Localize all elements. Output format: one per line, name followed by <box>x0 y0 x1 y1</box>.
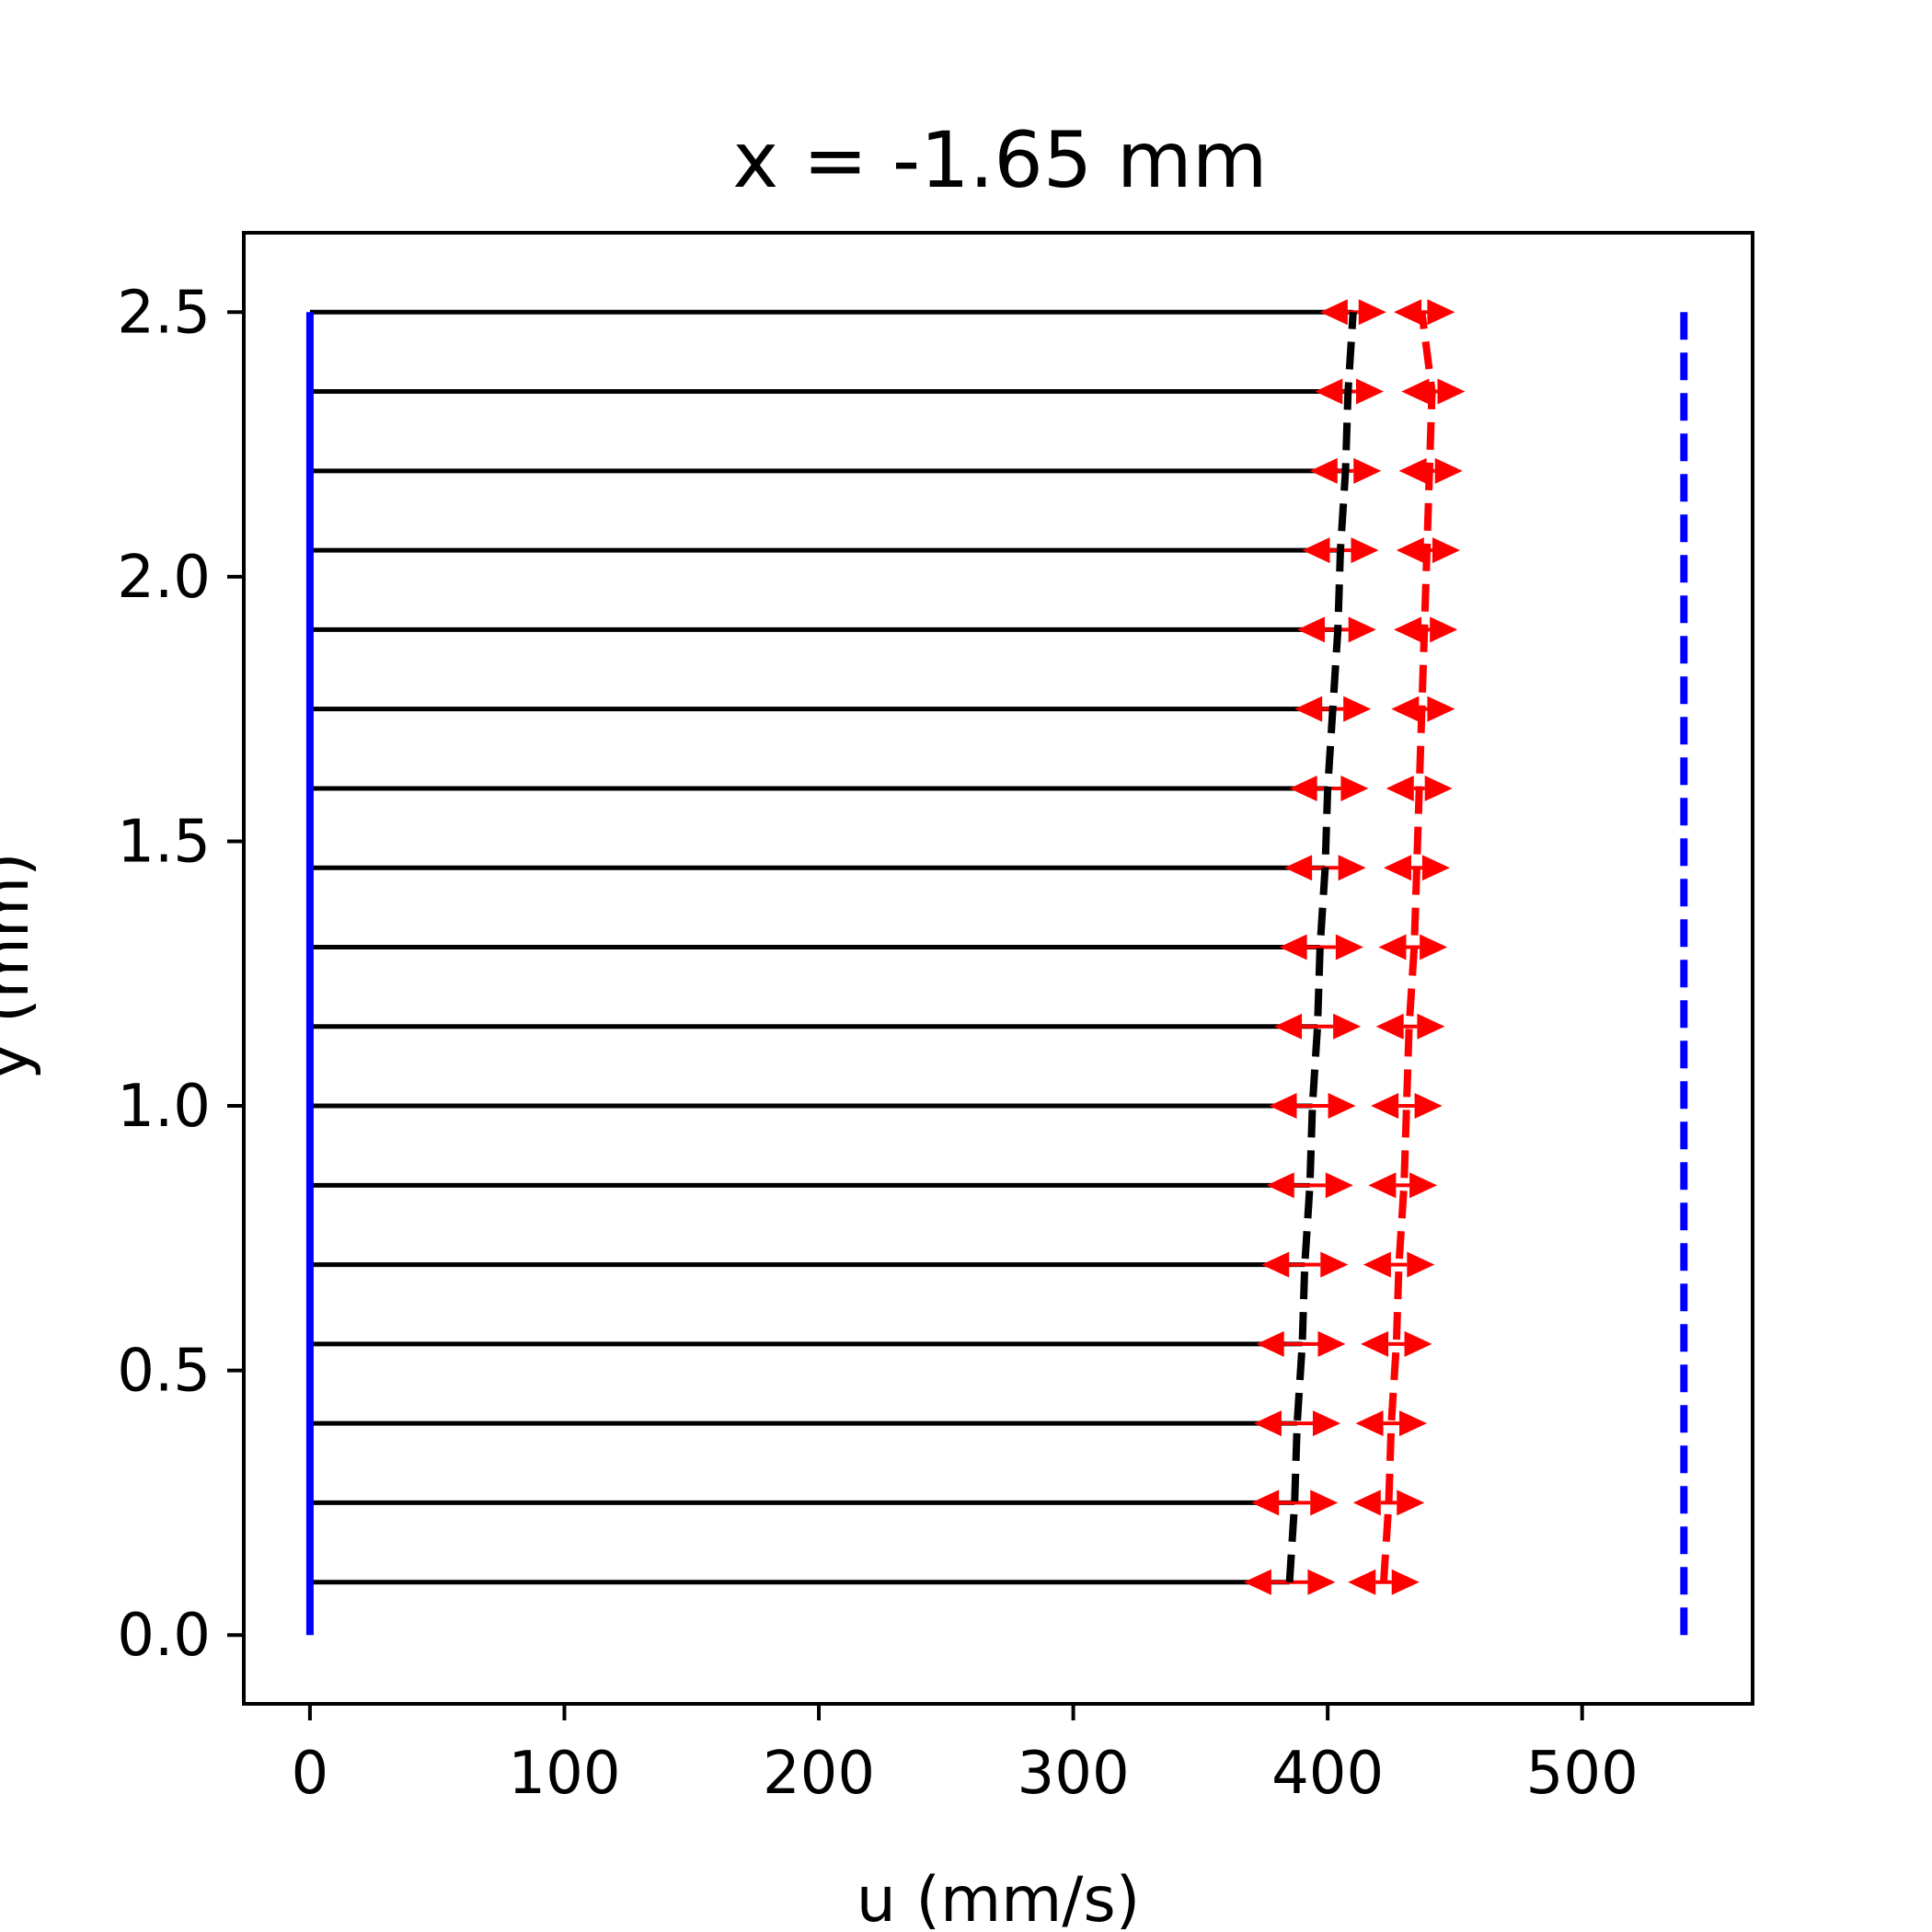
error-arrow-right-head-right <box>1407 1251 1435 1278</box>
x-tick-label: 0 <box>292 1740 329 1808</box>
error-arrow-left-head-right <box>1358 299 1386 326</box>
x-axis: 0 100 200 300 400 500 <box>292 1704 1639 1808</box>
error-arrow-right-head-right <box>1427 696 1455 722</box>
error-arrow-right-head-right <box>1424 775 1453 801</box>
error-arrow-right-head-right <box>1414 1093 1443 1120</box>
error-arrow-right-head-right <box>1437 378 1466 405</box>
error-arrow-right-head-left <box>1396 537 1424 564</box>
y-tick-label: 2.5 <box>117 279 211 347</box>
error-arrow-right-head-right <box>1430 616 1458 643</box>
error-arrow-left-head-right <box>1328 1093 1356 1120</box>
error-arrow-right-head-left <box>1394 616 1422 643</box>
error-arrow-right-head-right <box>1417 1013 1445 1040</box>
x-tick-label: 300 <box>1018 1740 1130 1808</box>
error-arrow-right-head-right <box>1434 457 1463 484</box>
error-arrow-left-head-right <box>1335 934 1363 960</box>
x-tick-label: 100 <box>508 1740 620 1808</box>
error-arrow-left-head-left <box>1279 934 1307 960</box>
error-arrow-left-head-left <box>1243 1569 1271 1595</box>
y-tick-label: 0.0 <box>117 1602 211 1670</box>
error-arrow-left-head-right <box>1348 616 1376 643</box>
x-tick-label: 200 <box>763 1740 875 1808</box>
y-tick-label: 1.5 <box>117 808 211 876</box>
error-arrow-right-head-left <box>1386 775 1414 801</box>
y-tick-label: 1.0 <box>117 1073 211 1141</box>
error-arrow-left-head-right <box>1338 855 1366 881</box>
reference-velocity-profile <box>1379 311 1436 1582</box>
error-arrow-right-head-left <box>1355 1410 1384 1437</box>
y-tick-label: 2.0 <box>117 544 211 612</box>
error-arrow-left-head-right <box>1340 775 1369 801</box>
error-arrow-left-head-right <box>1343 696 1372 722</box>
x-axis-label: u (mm/s) <box>857 1864 1141 1932</box>
error-arrow-right-head-left <box>1361 1330 1389 1357</box>
plot-area <box>305 299 1688 1636</box>
plot-frame <box>242 231 1754 1706</box>
error-arrow-left-head-right <box>1325 1172 1353 1199</box>
mean-velocity-profile <box>1285 312 1357 1582</box>
error-arrow-left-head-left <box>1256 1330 1284 1357</box>
error-arrow-left-head-left <box>1315 378 1343 405</box>
error-arrow-right-head-right <box>1399 1410 1428 1437</box>
error-arrow-left-head-left <box>1296 616 1325 643</box>
y-axis-label: y (mm) <box>0 852 43 1079</box>
error-arrow-left-head-right <box>1317 1330 1346 1357</box>
error-arrow-left-head-left <box>1274 1013 1303 1040</box>
error-arrow-right-head-left <box>1375 1013 1404 1040</box>
y-axis: 0.0 0.5 1.0 1.5 2.0 2.5 <box>117 279 244 1670</box>
error-arrow-right-head-right <box>1409 1172 1438 1199</box>
error-arrow-right-head-right <box>1432 537 1460 564</box>
error-arrow-right-head-left <box>1398 457 1427 484</box>
error-arrow-right-head-left <box>1368 1172 1397 1199</box>
error-arrow-left-head-right <box>1320 1251 1349 1278</box>
y-tick-label: 0.5 <box>117 1338 211 1406</box>
error-arrow-right-head-left <box>1363 1251 1391 1278</box>
error-arrow-left-head-right <box>1333 1013 1362 1040</box>
error-arrow-right-head-right <box>1427 299 1455 326</box>
error-arrow-right-head-left <box>1401 378 1430 405</box>
error-arrow-left-head-left <box>1309 457 1338 484</box>
error-arrow-left-head-left <box>1269 1093 1297 1120</box>
error-arrow-right-head-right <box>1391 1569 1420 1595</box>
error-arrow-left-head-right <box>1353 457 1382 484</box>
error-arrow-left-head-right <box>1310 1489 1339 1516</box>
error-arrow-left-head-left <box>1261 1251 1290 1278</box>
error-arrow-left-head-left <box>1251 1489 1280 1516</box>
error-arrow-right-head-right <box>1421 855 1450 881</box>
error-arrow-right-head-left <box>1383 855 1411 881</box>
chart-title: x = -1.65 mm <box>732 115 1267 205</box>
error-arrow-right-head-left <box>1378 934 1407 960</box>
error-arrow-left-head-right <box>1307 1569 1336 1595</box>
x-tick-label: 400 <box>1271 1740 1384 1808</box>
error-arrow-right-head-right <box>1420 934 1448 960</box>
error-arrow-right-head-right <box>1397 1489 1425 1516</box>
error-arrow-left-head-left <box>1266 1172 1294 1199</box>
error-arrow-left-head-left <box>1302 537 1330 564</box>
error-arrow-right-head-left <box>1394 299 1422 326</box>
error-arrow-left-head-left <box>1319 299 1348 326</box>
error-arrow-left-head-left <box>1284 855 1313 881</box>
error-arrow-left-head-left <box>1294 696 1323 722</box>
error-arrow-right-head-left <box>1348 1569 1376 1595</box>
error-arrow-right-head-left <box>1352 1489 1381 1516</box>
x-tick-label: 500 <box>1526 1740 1639 1808</box>
error-arrow-left-head-right <box>1312 1410 1340 1437</box>
error-arrow-right-head-right <box>1404 1330 1432 1357</box>
error-arrow-left-head-right <box>1355 378 1384 405</box>
error-arrow-left-head-right <box>1351 537 1379 564</box>
error-arrow-right-head-left <box>1391 696 1420 722</box>
error-arrow-left-head-left <box>1289 775 1317 801</box>
error-arrow-left-head-left <box>1253 1410 1282 1437</box>
error-arrow-right-head-left <box>1371 1093 1399 1120</box>
